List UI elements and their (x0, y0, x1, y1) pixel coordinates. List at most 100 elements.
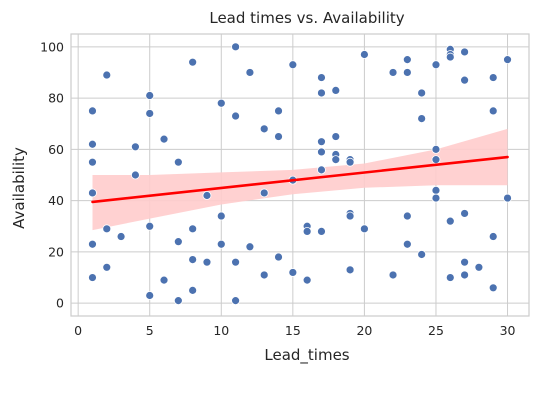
data-point-66 (388, 270, 398, 280)
data-point-70 (402, 239, 412, 249)
plot-frame (70, 33, 530, 317)
data-point-93 (488, 283, 498, 293)
x-tick-labels: 0 5 10 15 20 25 30 (74, 323, 515, 338)
data-point-25 (202, 191, 212, 200)
y-axis-label: Availability (10, 147, 28, 229)
data-point-91 (488, 106, 498, 116)
data-point-10 (131, 142, 140, 152)
data-point-94 (503, 55, 512, 65)
x-tick-label-4: 20 (356, 323, 372, 338)
data-point-75 (431, 144, 441, 154)
x-tick-label-2: 10 (213, 323, 229, 338)
data-point-38 (259, 270, 269, 280)
data-point-83 (445, 273, 455, 282)
y-tick-label-1: 20 (48, 244, 64, 259)
data-point-11 (131, 170, 140, 180)
data-point-13 (145, 109, 155, 118)
data-point-3 (88, 188, 97, 198)
data-point-28 (216, 211, 226, 221)
data-point-63 (360, 50, 369, 59)
data-point-32 (231, 257, 240, 267)
data-point-5 (88, 273, 97, 282)
data-point-92 (488, 232, 498, 241)
data-point-46 (302, 226, 312, 236)
data-point-49 (317, 88, 326, 98)
data-point-85 (460, 75, 469, 85)
data-point-16 (159, 134, 169, 144)
data-point-89 (474, 262, 484, 272)
x-tick-label-6: 30 (500, 323, 516, 338)
data-point-48 (317, 73, 326, 82)
data-point-37 (259, 188, 269, 198)
data-point-68 (402, 68, 412, 77)
regression-line-group (91, 155, 509, 204)
data-point-14 (145, 221, 155, 231)
data-point-54 (331, 86, 341, 95)
data-point-67 (402, 55, 412, 65)
scatter-points (88, 42, 512, 306)
x-tick-label-3: 15 (285, 323, 301, 338)
data-point-40 (274, 132, 283, 141)
y-tick-label-0: 0 (56, 296, 64, 311)
data-point-51 (317, 147, 326, 157)
data-point-95 (503, 193, 512, 203)
data-point-86 (460, 209, 469, 218)
data-point-24 (188, 285, 198, 295)
data-point-21 (188, 57, 198, 67)
data-point-33 (231, 296, 240, 306)
data-point-81 (445, 52, 455, 62)
data-point-65 (388, 68, 398, 77)
x-axis-label: Lead_times (264, 346, 349, 365)
data-point-35 (245, 242, 255, 252)
y-tick-label-3: 60 (48, 142, 64, 157)
data-point-29 (216, 239, 226, 249)
data-point-18 (173, 157, 183, 167)
data-point-73 (417, 250, 427, 259)
y-tick-label-5: 100 (40, 39, 64, 54)
data-point-53 (317, 226, 326, 236)
data-point-72 (417, 114, 427, 123)
y-tick-label-4: 80 (48, 91, 64, 106)
data-point-7 (102, 224, 112, 234)
data-point-88 (460, 270, 469, 280)
data-point-8 (102, 262, 112, 272)
data-point-84 (460, 47, 469, 57)
data-point-22 (188, 224, 198, 234)
data-point-9 (116, 232, 126, 241)
data-point-26 (202, 257, 212, 267)
data-point-82 (445, 216, 455, 226)
data-point-62 (345, 265, 355, 275)
x-tick-label-0: 0 (74, 323, 82, 338)
data-point-59 (345, 157, 355, 167)
data-point-12 (145, 91, 155, 100)
y-tick-labels: 0 20 40 60 80 100 (40, 39, 64, 310)
data-point-74 (431, 60, 441, 70)
regression-line (91, 155, 509, 204)
data-point-47 (302, 275, 312, 285)
data-point-0 (88, 106, 97, 116)
data-point-6 (102, 70, 112, 80)
data-point-17 (159, 275, 169, 285)
data-point-78 (431, 193, 441, 203)
data-point-90 (488, 73, 498, 82)
data-point-2 (88, 157, 97, 167)
data-point-1 (88, 139, 97, 149)
data-point-52 (317, 165, 326, 175)
y-tick-label-2: 40 (48, 193, 64, 208)
x-tick-label-5: 25 (428, 323, 444, 338)
data-point-76 (431, 155, 441, 165)
data-point-34 (245, 68, 255, 77)
data-point-36 (259, 124, 269, 134)
data-point-31 (231, 111, 240, 121)
data-point-77 (431, 185, 441, 195)
data-point-39 (274, 106, 283, 116)
x-tick-label-1: 5 (146, 323, 154, 338)
data-point-44 (288, 268, 298, 277)
data-point-15 (145, 291, 155, 300)
data-point-23 (188, 255, 198, 265)
data-point-71 (417, 88, 427, 98)
data-point-27 (216, 98, 226, 108)
data-point-61 (345, 211, 355, 221)
data-point-64 (360, 224, 369, 234)
